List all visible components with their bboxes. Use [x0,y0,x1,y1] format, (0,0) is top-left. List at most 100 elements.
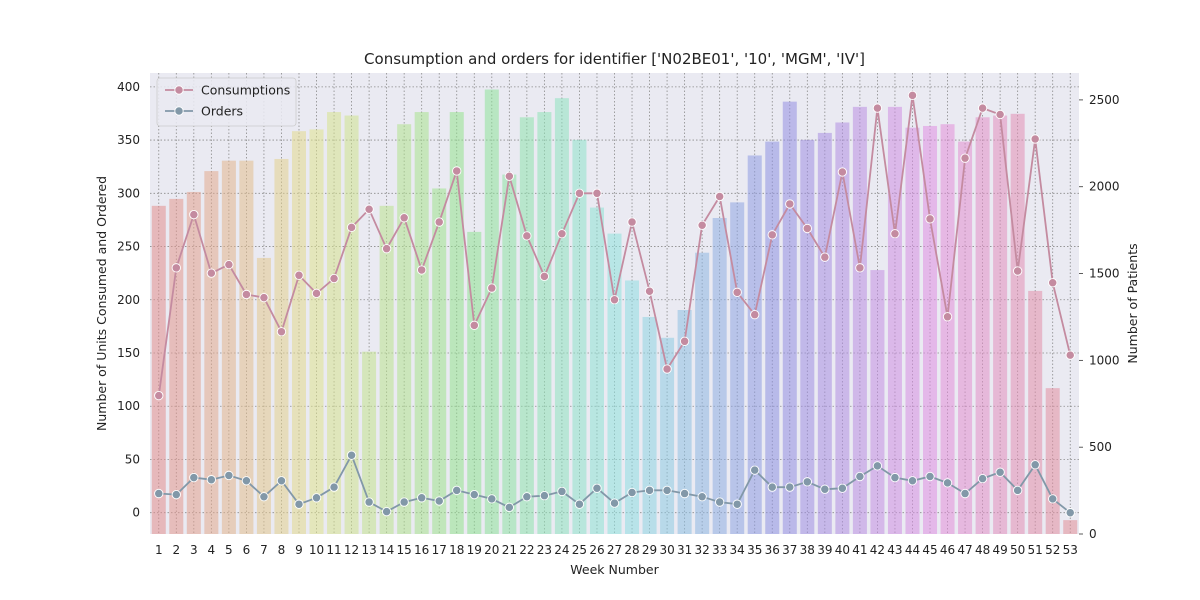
series-point [960,153,970,163]
series-point [399,213,409,223]
bar [800,139,815,534]
x-tick-label: 41 [852,543,867,557]
series-point [925,214,935,224]
series-point [574,499,585,509]
x-tick-label: 2 [172,543,180,557]
y-tick-label: 0 [132,506,140,520]
series-point [224,259,234,270]
series-point [539,271,550,282]
series-point [837,167,848,177]
series-point [662,364,672,374]
y-tick-label: 100 [117,399,140,413]
x-tick-label: 42 [870,543,885,557]
bars [151,89,1078,535]
x-tick-label: 22 [519,543,534,557]
series-point [855,263,865,273]
series-point [487,283,497,293]
x-tick-label: 5 [225,543,233,557]
x-tick-label: 8 [278,543,286,557]
series-point [452,485,462,495]
bar [747,155,762,535]
x-tick-label: 45 [922,543,937,557]
series-point [522,231,532,241]
bar [432,188,447,534]
bar [169,198,184,534]
y-tick-label: 400 [117,80,140,94]
bar [835,122,850,535]
series-point [627,487,637,498]
series-point [960,488,970,499]
bar [870,270,885,534]
bar [852,106,867,534]
x-tick-label: 37 [782,543,797,557]
x-tick-label: 12 [344,543,359,557]
x-tick-label: 20 [484,543,499,557]
bar [905,127,920,534]
bar [344,115,359,534]
series-point [259,292,269,303]
series-point [925,471,935,482]
series-point [417,493,427,503]
series-point [907,90,918,101]
y2-tick-label: 1000 [1089,353,1120,367]
series-point [241,476,252,486]
x-tick-label: 29 [642,543,657,557]
x-tick-label: 47 [957,543,972,557]
series-point [644,485,655,495]
series-point [469,320,479,330]
y2-tick-label: 2500 [1089,93,1120,107]
x-tick-label: 15 [397,543,412,557]
bar [642,316,657,534]
x-tick-label: 40 [835,543,850,557]
series-point [785,482,795,492]
x-tick-label: 36 [765,543,780,557]
series-point [662,485,672,495]
chart-title: Consumption and orders for identifier ['… [364,50,865,68]
x-tick-label: 31 [677,543,692,557]
legend-item-orders: Orders [165,104,243,119]
x-axis-title: Week Number [570,562,659,577]
legend-marker-orders [174,106,184,116]
series-point [890,472,900,483]
bar [221,160,236,535]
series-point [715,497,725,507]
series-point [890,229,900,239]
series-point [855,471,865,482]
bar [362,351,377,534]
series-point [977,103,988,113]
x-tick-label: 52 [1045,543,1060,557]
legend-marker-consumptions [174,85,184,95]
legend-item-consumptions: Consumptions [165,83,290,98]
series-point [872,103,883,113]
series-point [785,199,795,209]
series-point [171,489,181,500]
series-point [1030,134,1040,144]
series-point [942,478,953,488]
series-point [750,310,760,320]
series-point [679,336,690,346]
bar [993,115,1008,534]
x-tick-label: 35 [747,543,762,557]
x-tick-label: 25 [572,543,587,557]
series-point [995,467,1005,477]
series-point [154,390,164,401]
x-tick-label: 4 [208,543,216,557]
series-point [557,486,567,497]
series-point [697,492,707,502]
series-point [294,499,304,509]
series-point [364,204,374,214]
series-point [1065,350,1075,360]
series-point [732,287,742,297]
x-tick-label: 11 [326,543,341,557]
y-tick-label: 350 [117,133,140,147]
bar [1045,388,1060,534]
bar [660,337,675,534]
series-point [259,492,269,502]
x-tick-label: 43 [887,543,902,557]
series-point [1065,508,1075,518]
bar [274,158,289,534]
x-tick-label: 3 [190,543,198,557]
series-point [311,288,322,299]
x-tick-label: 51 [1028,543,1043,557]
series-point [434,217,444,227]
